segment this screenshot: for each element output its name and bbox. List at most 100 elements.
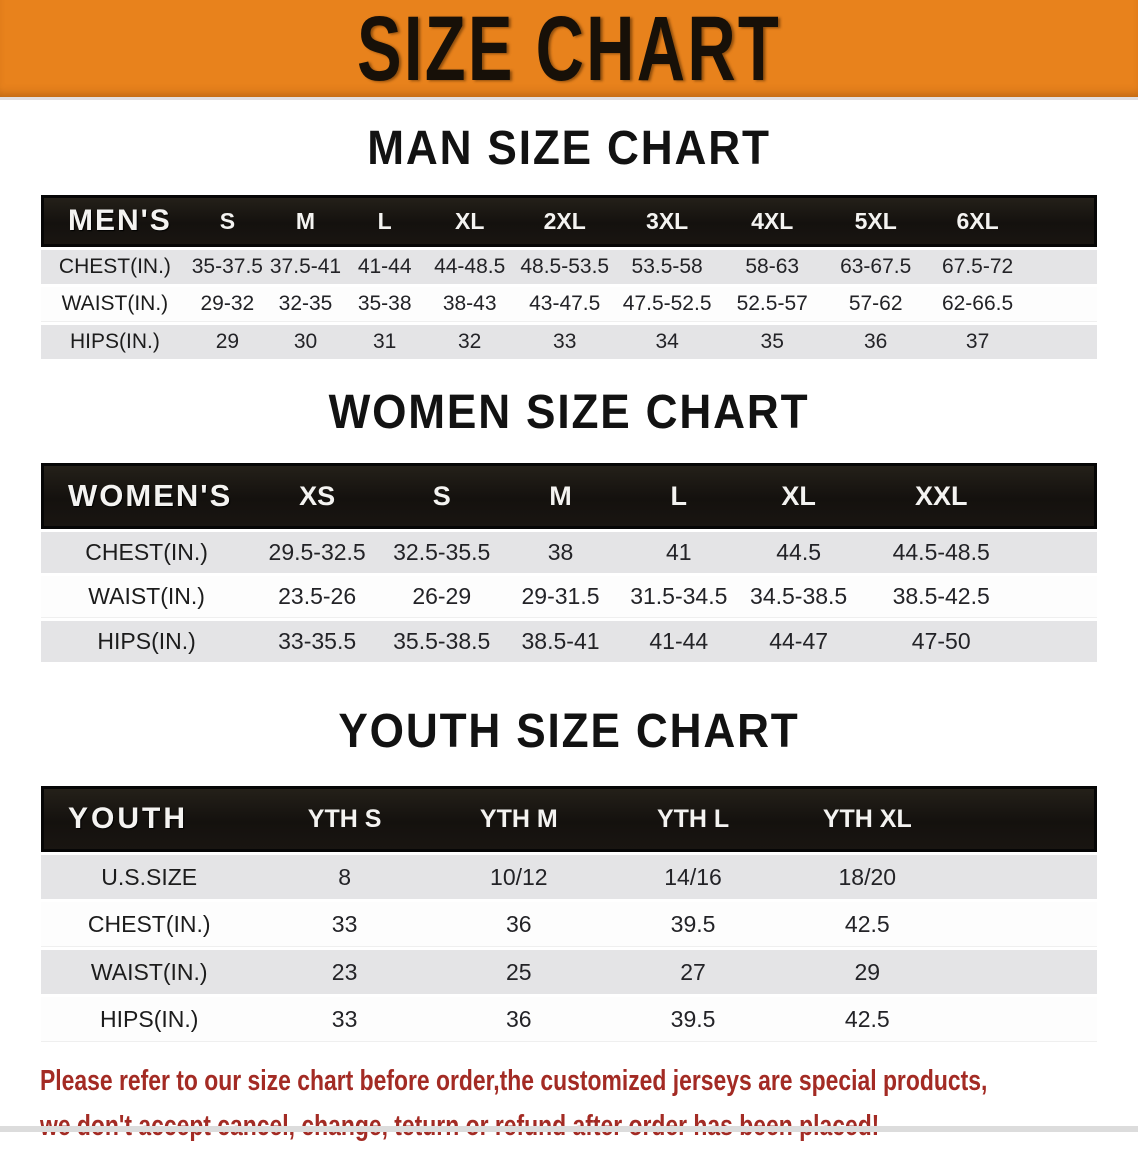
column-header-cell: 6XL	[926, 195, 1029, 247]
size-value-cell: 30	[265, 325, 346, 359]
youth-corner-label: YOUTH	[41, 786, 258, 852]
size-value-cell: 26-29	[382, 576, 502, 618]
spacer-cell	[1028, 287, 1097, 322]
column-header-cell: YTH XL	[780, 786, 955, 852]
row-label-cell: CHEST(IN.)	[41, 902, 258, 947]
size-value-cell: 32	[424, 325, 516, 359]
warning-line-1: Please refer to our size chart before or…	[40, 1065, 988, 1097]
row-label-cell: HIPS(IN.)	[41, 621, 253, 662]
size-value-cell: 53.5-58	[614, 250, 720, 284]
footer-strip	[0, 1126, 1138, 1132]
size-value-cell: 38.5-42.5	[859, 576, 1024, 618]
column-header-cell: L	[345, 195, 425, 247]
size-value-cell: 67.5-72	[926, 250, 1029, 284]
size-value-cell: 34.5-38.5	[737, 576, 860, 618]
size-value-cell: 44-47	[737, 621, 860, 662]
row-label-cell: WAIST(IN.)	[41, 950, 258, 994]
size-value-cell: 36	[431, 997, 606, 1042]
size-value-cell: 44.5-48.5	[859, 532, 1024, 573]
spacer-cell	[954, 855, 1097, 899]
mens-chest-row: CHEST(IN.) 35-37.5 37.5-41 41-44 44-48.5…	[41, 250, 1097, 284]
mens-waist-row: WAIST(IN.) 29-32 32-35 35-38 38-43 43-47…	[41, 287, 1097, 322]
spacer-cell	[1023, 576, 1097, 618]
spacer-cell	[1023, 532, 1097, 573]
womens-size-table: WOMEN'S XS S M L XL XXL CHEST(IN.) 29.5-…	[41, 460, 1097, 665]
womens-header-row: WOMEN'S XS S M L XL XXL	[41, 463, 1097, 529]
spacer-cell	[954, 997, 1097, 1042]
womens-hips-row: HIPS(IN.) 33-35.5 35.5-38.5 38.5-41 41-4…	[41, 621, 1097, 662]
row-label-cell: HIPS(IN.)	[41, 997, 258, 1042]
mens-header-row: MEN'S S M L XL 2XL 3XL 4XL 5XL 6XL	[41, 195, 1097, 247]
row-label-cell: WAIST(IN.)	[41, 287, 189, 322]
column-header-cell: XS	[252, 463, 383, 529]
size-value-cell: 33	[257, 902, 432, 947]
size-value-cell: 41-44	[619, 621, 738, 662]
size-value-cell: 29-31.5	[501, 576, 620, 618]
banner-title: SIZE CHART	[356, 0, 782, 100]
size-value-cell: 34	[614, 325, 720, 359]
youth-size-table: YOUTH YTH S YTH M YTH L YTH XL U.S.SIZE …	[41, 783, 1097, 1045]
spacer-cell	[1028, 195, 1097, 247]
column-header-cell: M	[265, 195, 346, 247]
spacer-cell	[1023, 463, 1097, 529]
size-value-cell: 42.5	[780, 902, 955, 947]
size-value-cell: 18/20	[780, 855, 955, 899]
size-value-cell: 29	[780, 950, 955, 994]
size-value-cell: 33-35.5	[252, 621, 383, 662]
size-value-cell: 31	[345, 325, 425, 359]
row-label-cell: CHEST(IN.)	[41, 250, 189, 284]
size-value-cell: 29-32	[188, 287, 266, 322]
size-value-cell: 8	[257, 855, 432, 899]
youth-ussize-row: U.S.SIZE 8 10/12 14/16 18/20	[41, 855, 1097, 899]
youth-hips-row: HIPS(IN.) 33 36 39.5 42.5	[41, 997, 1097, 1042]
column-header-cell: XL	[424, 195, 516, 247]
youth-waist-row: WAIST(IN.) 23 25 27 29	[41, 950, 1097, 994]
column-header-cell: XL	[737, 463, 860, 529]
column-header-cell: L	[619, 463, 738, 529]
size-value-cell: 29.5-32.5	[252, 532, 383, 573]
spacer-cell	[1028, 250, 1097, 284]
column-header-cell: S	[188, 195, 266, 247]
mens-chart-heading: MAN SIZE CHART	[367, 122, 771, 175]
spacer-cell	[954, 902, 1097, 947]
size-value-cell: 31.5-34.5	[619, 576, 738, 618]
size-value-cell: 35-37.5	[188, 250, 266, 284]
row-label-cell: U.S.SIZE	[41, 855, 258, 899]
column-header-cell: 2XL	[515, 195, 615, 247]
womens-chart-heading: WOMEN SIZE CHART	[328, 386, 810, 439]
size-value-cell: 48.5-53.5	[515, 250, 615, 284]
size-value-cell: 38-43	[424, 287, 516, 322]
size-value-cell: 39.5	[605, 902, 781, 947]
size-value-cell: 36	[431, 902, 606, 947]
youth-header-row: YOUTH YTH S YTH M YTH L YTH XL	[41, 786, 1097, 852]
row-label-cell: WAIST(IN.)	[41, 576, 253, 618]
size-value-cell: 44.5	[737, 532, 860, 573]
column-header-cell: S	[382, 463, 502, 529]
size-value-cell: 10/12	[431, 855, 606, 899]
size-value-cell: 32-35	[265, 287, 346, 322]
size-value-cell: 47-50	[859, 621, 1024, 662]
size-value-cell: 41-44	[345, 250, 425, 284]
row-label-cell: HIPS(IN.)	[41, 325, 189, 359]
size-value-cell: 29	[188, 325, 266, 359]
size-value-cell: 35	[719, 325, 825, 359]
size-value-cell: 42.5	[780, 997, 955, 1042]
column-header-cell: 5XL	[824, 195, 927, 247]
size-value-cell: 23	[257, 950, 432, 994]
size-value-cell: 38.5-41	[501, 621, 620, 662]
size-value-cell: 23.5-26	[252, 576, 383, 618]
size-value-cell: 58-63	[719, 250, 825, 284]
size-value-cell: 62-66.5	[926, 287, 1029, 322]
womens-chest-row: CHEST(IN.) 29.5-32.5 32.5-35.5 38 41 44.…	[41, 532, 1097, 573]
size-value-cell: 39.5	[605, 997, 781, 1042]
size-value-cell: 35.5-38.5	[382, 621, 502, 662]
size-value-cell: 33	[257, 997, 432, 1042]
womens-corner-label: WOMEN'S	[41, 463, 253, 529]
size-value-cell: 38	[501, 532, 620, 573]
size-value-cell: 33	[515, 325, 615, 359]
size-value-cell: 52.5-57	[719, 287, 825, 322]
size-value-cell: 36	[824, 325, 927, 359]
column-header-cell: XXL	[859, 463, 1024, 529]
size-value-cell: 27	[605, 950, 781, 994]
